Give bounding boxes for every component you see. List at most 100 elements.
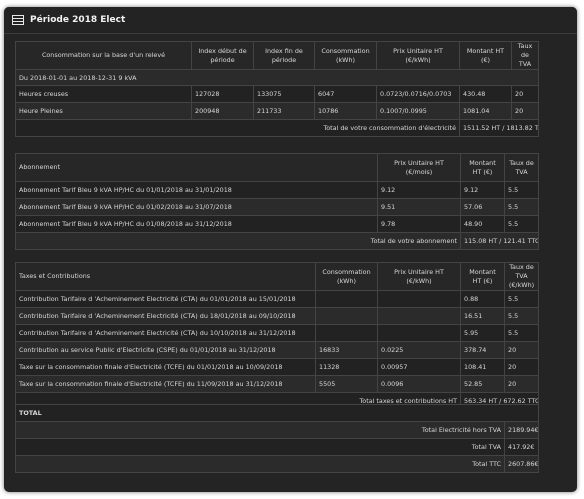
cell: 52.85 [460, 375, 505, 393]
cell: 5.5 [504, 198, 539, 216]
cell: Taxe sur la consommation finale d'Electr… [15, 375, 316, 393]
cell: 5.5 [504, 290, 539, 308]
invoice-panel: Période 2018 Elect Consommation sur la b… [4, 7, 577, 492]
cell: 0.0723/0.0716/0.0703 [376, 85, 460, 103]
table-row: Abonnement Tarif Bleu 9 kVA HP/HC du 01/… [15, 198, 539, 216]
col-header: Prix Unitaire HT (€/kWh) [377, 262, 461, 291]
total-value: 1511.52 HT / 1813.82 TTC [459, 119, 539, 137]
cell: 9.51 [377, 198, 461, 216]
cell: 9.12 [460, 181, 505, 199]
total-label: Total de votre abonnement [15, 232, 461, 250]
subscription-table: Abonnement Prix Unitaire HT (€/mois) Mon… [15, 153, 539, 250]
col-header: Index fin de période [253, 41, 315, 70]
panel-title: Période 2018 Elect [30, 15, 126, 25]
col-header: Taxes et Contributions [15, 262, 316, 291]
taxes-table: Taxes et Contributions Consommation (kWh… [15, 262, 539, 410]
cell: 20 [504, 358, 539, 376]
cell: 378.74 [460, 341, 505, 359]
cell: 11328 [315, 358, 378, 376]
consumption-table: Consommation sur la base d'un relevé Ind… [15, 41, 539, 137]
cell [377, 290, 461, 308]
panel-header: Période 2018 Elect [4, 7, 577, 34]
col-header: Index début de période [191, 41, 254, 70]
cell: 20 [511, 85, 539, 103]
cell: 57.06 [460, 198, 505, 216]
cell [377, 324, 461, 342]
table-row: Du 2018-01-01 au 2018-12-31 9 kVA [15, 69, 539, 86]
cell: 5.5 [504, 324, 539, 342]
cell: Contribution Tarifaire d 'Acheminement E… [15, 324, 316, 342]
total-row: Total de votre abonnement 115.08 HT / 12… [15, 232, 539, 250]
table-row: Contribution au service Public d'Electri… [15, 341, 539, 359]
col-header: Montant HT (€) [459, 41, 512, 70]
cell: Contribution au service Public d'Electri… [15, 341, 316, 359]
total-label: Total Electricité hors TVA [15, 421, 505, 439]
totals-title: TOTAL [15, 404, 539, 422]
cell: 20 [511, 102, 539, 120]
total-label: Total de votre consommation d'électricit… [15, 119, 460, 137]
cell: 10786 [314, 102, 377, 120]
cell: 5.5 [504, 215, 539, 233]
col-header: Consommation (kWh) [315, 262, 378, 291]
total-value: 417.92€ [504, 438, 539, 456]
cell: 6047 [314, 85, 377, 103]
col-header: Abonnement [15, 153, 378, 182]
cell [315, 307, 378, 325]
cell: 0.88 [460, 290, 505, 308]
cell: 200948 [191, 102, 254, 120]
col-header: Taux de TVA [504, 153, 539, 182]
cell: Heure Pleines [15, 102, 192, 120]
cell [315, 324, 378, 342]
cell: Abonnement Tarif Bleu 9 kVA HP/HC du 01/… [15, 198, 378, 216]
cell: 16833 [315, 341, 378, 359]
cell: 108.41 [460, 358, 505, 376]
col-header: Prix Unitaire HT (€/kWh) [376, 41, 460, 70]
totals-table: TOTAL Total Electricité hors TVA 2189.94… [15, 404, 539, 473]
cell: 5505 [315, 375, 378, 393]
taxes-header-row: Taxes et Contributions Consommation (kWh… [15, 262, 539, 291]
col-header: Montant HT (€) [460, 262, 505, 291]
table-row: Abonnement Tarif Bleu 9 kVA HP/HC du 01/… [15, 181, 539, 199]
cell: 1081.04 [459, 102, 512, 120]
table-row: Contribution Tarifaire d 'Acheminement E… [15, 290, 539, 308]
col-header: Montant HT (€) [460, 153, 505, 182]
table-row: Total TTC 2607.86€ [15, 455, 539, 473]
col-header: Consommation sur la base d'un relevé [15, 41, 192, 70]
table-row: Heure Pleines 200948 211733 10786 0.1007… [15, 102, 539, 120]
table-row: Contribution Tarifaire d 'Acheminement E… [15, 307, 539, 325]
col-header: Taux de TVA [511, 41, 539, 70]
cell: Contribution Tarifaire d 'Acheminement E… [15, 290, 316, 308]
total-value: 2607.86€ [504, 455, 539, 473]
cell: Heures creuses [15, 85, 192, 103]
cell: Contribution Tarifaire d 'Acheminement E… [15, 307, 316, 325]
table-row: Total Electricité hors TVA 2189.94€ [15, 421, 539, 439]
total-label: Total TVA [15, 438, 505, 456]
total-value: 2189.94€ [504, 421, 539, 439]
total-row: Total de votre consommation d'électricit… [15, 119, 539, 137]
period-label: Du 2018-01-01 au 2018-12-31 9 kVA [15, 69, 539, 86]
list-icon [12, 15, 24, 25]
col-header: Prix Unitaire HT (€/mois) [377, 153, 461, 182]
totals-title-row: TOTAL [15, 404, 539, 422]
cell: 9.78 [377, 215, 461, 233]
cell: 211733 [253, 102, 315, 120]
table-row: Heures creuses 127028 133075 6047 0.0723… [15, 85, 539, 103]
cell [315, 290, 378, 308]
cell: 20 [504, 341, 539, 359]
cell: Abonnement Tarif Bleu 9 kVA HP/HC du 01/… [15, 215, 378, 233]
cell [377, 307, 461, 325]
cell: Abonnement Tarif Bleu 9 kVA HP/HC du 01/… [15, 181, 378, 199]
cell: 9.12 [377, 181, 461, 199]
total-label: Total TTC [15, 455, 505, 473]
total-value: 115.08 HT / 121.41 TTC [460, 232, 539, 250]
cell: 20 [504, 375, 539, 393]
cell: 0.00957 [377, 358, 461, 376]
cell: 16.51 [460, 307, 505, 325]
subscription-header-row: Abonnement Prix Unitaire HT (€/mois) Mon… [15, 153, 539, 182]
table-row: Total TVA 417.92€ [15, 438, 539, 456]
cell: 430.48 [459, 85, 512, 103]
cell: Taxe sur la consommation finale d'Electr… [15, 358, 316, 376]
table-row: Taxe sur la consommation finale d'Electr… [15, 375, 539, 393]
table-row: Taxe sur la consommation finale d'Electr… [15, 358, 539, 376]
cell: 5.5 [504, 307, 539, 325]
